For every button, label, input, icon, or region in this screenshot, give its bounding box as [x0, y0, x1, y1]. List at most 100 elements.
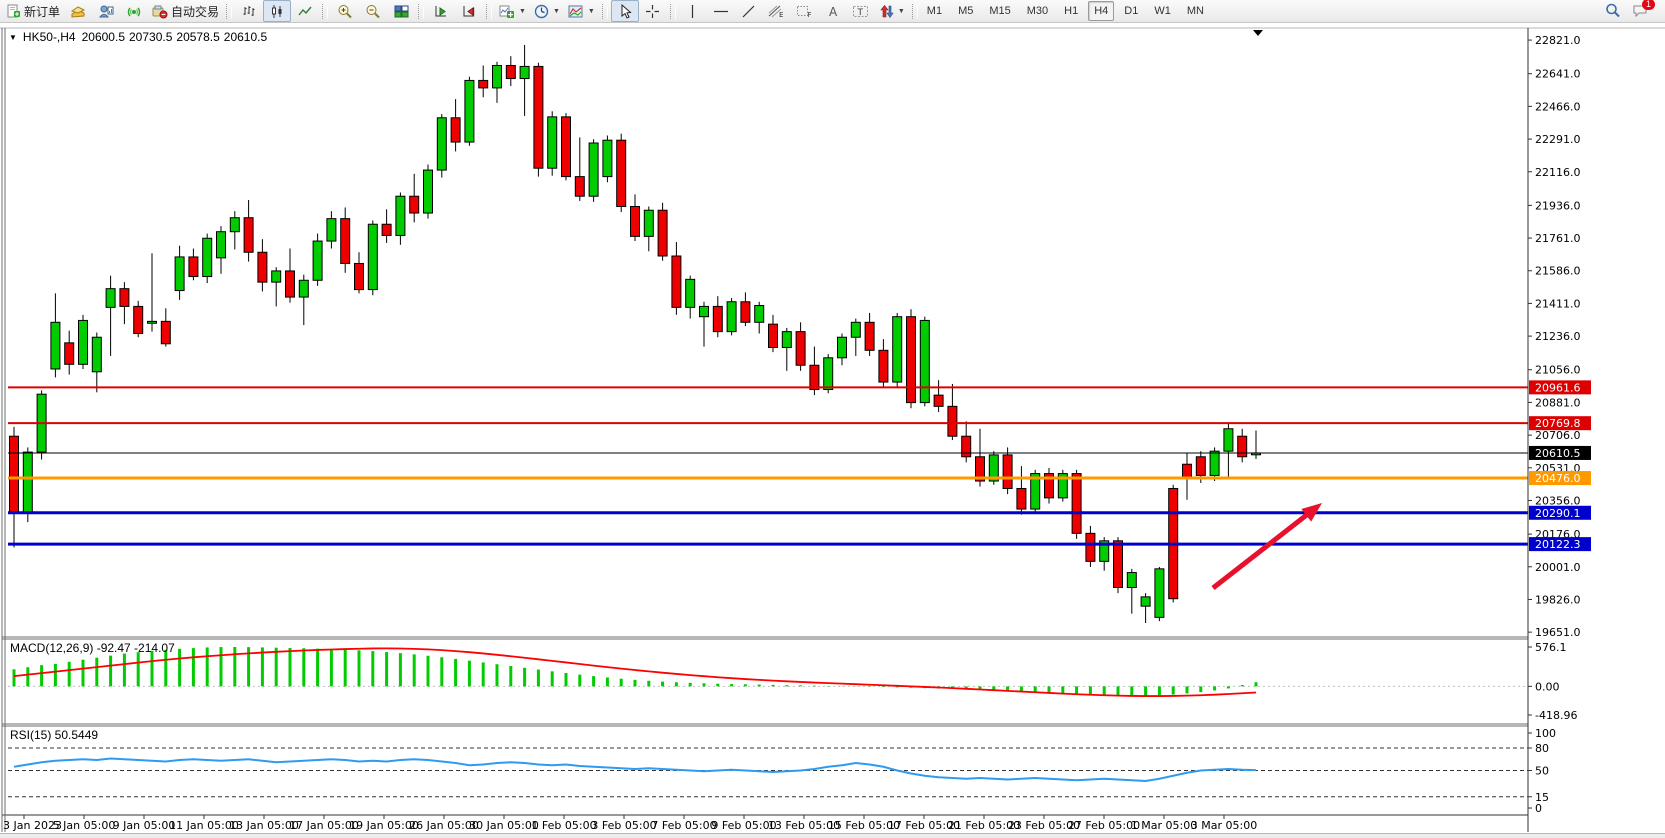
time-tick-label: 1 Feb 05:00	[531, 819, 596, 832]
ohlc-open: 20600.5	[81, 30, 125, 44]
price-badge	[1529, 445, 1591, 460]
template-button[interactable]: ▼	[564, 0, 599, 22]
time-tick-label: 9 Jan 05:00	[113, 819, 176, 832]
status-strip	[0, 833, 1665, 838]
time-tick-label: 3 Jan 2023	[3, 819, 62, 832]
autotrading-icon	[152, 5, 168, 18]
auto-scroll-button[interactable]	[455, 0, 483, 22]
zoom-out-button[interactable]	[359, 0, 387, 22]
candle-body	[216, 231, 226, 259]
rsi-indicator-label: RSI(15) 50.5449	[10, 728, 99, 742]
toolbar-grip[interactable]	[322, 3, 329, 19]
price-badge	[1529, 505, 1591, 520]
candle-body	[478, 79, 489, 89]
add-indicator-icon	[499, 5, 515, 18]
timeframe-M5[interactable]: M5	[958, 5, 974, 17]
candle-body	[1126, 572, 1137, 589]
time-tick-label: 3 Feb 05:00	[591, 819, 656, 832]
candle-body	[505, 64, 516, 80]
price-tick-label: 20356.0	[1535, 494, 1581, 507]
timeframe-W1[interactable]: W1	[1154, 5, 1171, 17]
ohlc-high: 20730.5	[129, 30, 173, 44]
candle-body	[1209, 450, 1220, 476]
market-watch-button[interactable]	[64, 0, 92, 22]
toolbar-grip[interactable]	[669, 3, 676, 19]
time-tick-label: 26 Jan 05:00	[409, 819, 479, 832]
candle-body	[119, 288, 130, 307]
rsi-tick-label: 100	[1535, 727, 1556, 740]
price-tick-label: 19651.0	[1535, 626, 1581, 639]
timeframe-H4[interactable]: H4	[1088, 1, 1115, 21]
autotrading-button[interactable]: 自动交易	[148, 0, 223, 22]
svg-text:T: T	[857, 8, 864, 18]
toolbar-grip[interactable]	[601, 3, 608, 19]
price-tick-label: 22291.0	[1535, 133, 1581, 146]
arrows-tool-button[interactable]: ▼	[875, 0, 909, 22]
rsi-tick-label: 50	[1535, 765, 1549, 778]
time-tick-label: 15 Feb 05:00	[828, 819, 900, 832]
text-button[interactable]: A	[819, 0, 847, 22]
toolbar-grip[interactable]	[486, 3, 493, 19]
data-window-icon	[98, 5, 114, 17]
line-chart-button[interactable]	[291, 0, 319, 22]
candle-body	[630, 205, 640, 237]
timeframe-MN[interactable]: MN	[1186, 5, 1204, 17]
zoom-in-button[interactable]	[331, 0, 359, 22]
trend-arrow-head[interactable]	[1301, 503, 1322, 522]
fibonacci-button[interactable]: E	[763, 0, 791, 22]
broadcast-button[interactable]	[120, 0, 148, 22]
chart-title-collapse-icon[interactable]: ▼	[9, 32, 17, 42]
toolbar-grip[interactable]	[226, 3, 233, 19]
toolbar-grip[interactable]	[911, 3, 918, 19]
search-button[interactable]	[1599, 0, 1627, 22]
new-order-button[interactable]: 新订单	[2, 0, 64, 22]
candle-body	[947, 405, 958, 437]
time-tick-label: 17 Jan 05:00	[289, 819, 359, 832]
candle-body	[64, 342, 75, 365]
grid-button[interactable]: F	[791, 0, 819, 22]
cursor-button[interactable]	[610, 0, 639, 22]
candle-body	[78, 319, 88, 365]
price-tick-label: 21586.0	[1535, 265, 1581, 278]
candlestick-chart-button[interactable]	[263, 0, 292, 22]
notifications-button[interactable]: 1	[1627, 0, 1655, 22]
time-tick-label: 23 Feb 05:00	[1008, 819, 1080, 832]
autotrading-label: 自动交易	[171, 4, 220, 19]
candle-body	[1237, 435, 1248, 458]
text-label-button[interactable]: T	[847, 0, 875, 22]
time-tick-label: 7 Feb 05:00	[651, 819, 716, 832]
time-tick-label: 19 Jan 05:00	[349, 819, 419, 832]
rsi-tick-label: 80	[1535, 742, 1549, 755]
price-badge-label: 20961.6	[1535, 381, 1581, 394]
horizontal-line-button[interactable]	[707, 0, 735, 22]
timeframe-M15[interactable]: M15	[989, 5, 1011, 17]
price-tick-label: 21056.0	[1535, 364, 1581, 377]
candle-body	[712, 305, 723, 333]
candle-body	[768, 323, 778, 349]
timeframe-M1[interactable]: M1	[926, 5, 943, 17]
trend-arrow[interactable]	[1211, 507, 1316, 590]
bar-chart-button[interactable]	[235, 0, 263, 22]
vertical-line-button[interactable]	[679, 0, 707, 22]
timeframe-M30[interactable]: M30	[1026, 5, 1049, 17]
price-badge-label: 20610.5	[1535, 447, 1581, 460]
candle-body	[492, 64, 502, 89]
data-window-button[interactable]	[92, 0, 120, 22]
period-clock-button[interactable]: ▼	[530, 0, 564, 22]
chart-shift-button[interactable]	[427, 0, 455, 22]
add-indicator-button[interactable]: ▼	[495, 0, 530, 22]
candle-body	[50, 321, 61, 370]
chart-symbol-period: HK50-,H4	[22, 30, 76, 44]
candle-body	[285, 270, 295, 298]
tile-windows-button[interactable]	[387, 0, 415, 22]
toolbar-grip[interactable]	[418, 3, 425, 19]
trendline-button[interactable]	[735, 0, 763, 22]
candle-body	[271, 270, 282, 283]
trendline-icon	[742, 5, 755, 17]
timeframe-H1[interactable]: H1	[1064, 5, 1079, 17]
crosshair-button[interactable]	[639, 0, 667, 22]
time-tick-label: 3 Mar 05:00	[1191, 819, 1257, 832]
timeframe-D1[interactable]: D1	[1124, 5, 1139, 17]
price-tick-label: 22821.0	[1535, 34, 1581, 47]
